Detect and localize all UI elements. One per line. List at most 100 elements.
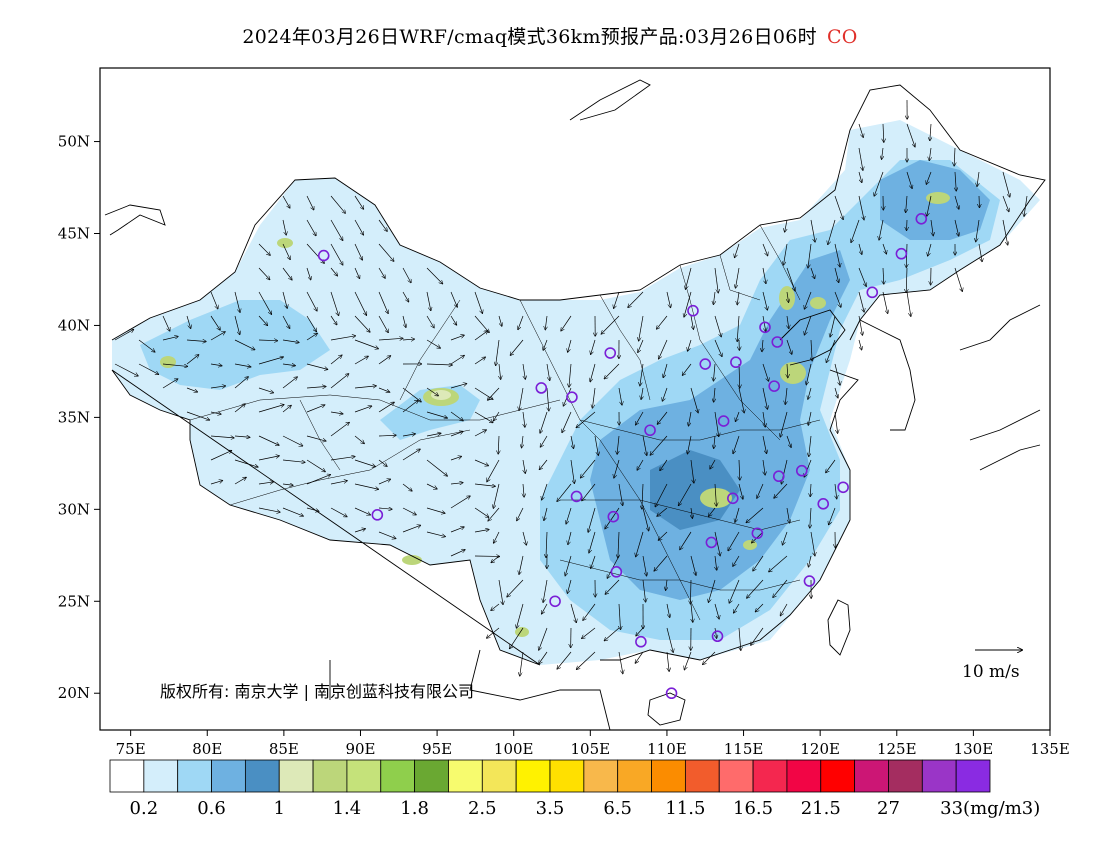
wind-arrow xyxy=(186,387,197,392)
wind-arrow xyxy=(426,315,434,328)
wind-arrow xyxy=(639,315,644,341)
wind-arrow xyxy=(487,459,500,482)
wind-arrow xyxy=(507,579,524,597)
wind-arrow xyxy=(637,459,644,470)
legend-swatch xyxy=(617,759,652,793)
title-species: CO xyxy=(826,26,858,48)
station-marker xyxy=(604,347,617,359)
wind-arrow xyxy=(494,411,500,421)
wind-arrow xyxy=(746,507,764,523)
wind-arrow xyxy=(539,651,548,664)
lat-tick-label: 25N xyxy=(58,592,90,610)
wind-arrow xyxy=(618,651,623,674)
co-hotspot-6 xyxy=(926,192,950,204)
wind-arrow xyxy=(330,412,343,414)
wind-arrow xyxy=(858,123,863,137)
legend-swatch xyxy=(888,759,923,793)
wind-arrow xyxy=(210,386,225,388)
wind-arrow xyxy=(354,386,376,389)
wind-arrow xyxy=(282,459,305,462)
wind-arrow xyxy=(522,435,523,448)
concentration-legend: 0.2 0.6 1 1.4 1.8 2.5 3.5 6.5 11.5 16.5 21.5 27 33(m… xyxy=(109,759,1040,819)
wind-arrow xyxy=(258,482,273,484)
station-marker xyxy=(566,391,578,403)
wind-arrow xyxy=(657,315,668,329)
lat-tick-label: 30N xyxy=(58,500,90,518)
legend-swatch xyxy=(109,759,145,793)
wind-arrow xyxy=(618,483,623,505)
wind-arrow xyxy=(378,219,387,231)
wind-arrow xyxy=(747,579,764,598)
legend-swatch xyxy=(515,759,551,793)
wind-arrow xyxy=(354,195,363,209)
wind-arrow xyxy=(858,267,866,286)
wind-arrow xyxy=(354,267,360,278)
wind-arrow xyxy=(282,315,290,328)
wind-arrow xyxy=(330,457,355,461)
wind-arrow xyxy=(690,579,691,604)
wind-arrow xyxy=(755,603,764,612)
station-marker xyxy=(610,566,623,578)
station-marker xyxy=(795,464,808,477)
legend-swatch xyxy=(278,759,314,793)
wind-arrow xyxy=(710,459,716,469)
wind-arrow xyxy=(282,435,303,446)
wind-arrow xyxy=(667,651,669,671)
wind-arrow xyxy=(930,123,931,141)
wind-arrow xyxy=(426,459,447,476)
station-marker xyxy=(772,470,785,483)
station-marker xyxy=(635,635,647,648)
wind-arrow xyxy=(402,483,412,491)
wind-arrow xyxy=(636,531,644,557)
wind-arrow xyxy=(830,315,836,337)
wind-arrow xyxy=(330,267,337,276)
wind-arrow xyxy=(498,435,499,454)
wind-arrow xyxy=(690,315,693,329)
wind-arrow xyxy=(544,507,548,520)
wind-arrow xyxy=(762,339,763,352)
wind-arrow xyxy=(450,411,463,421)
wind-arrow xyxy=(642,507,649,531)
wind-arrow xyxy=(402,315,406,327)
wind-arrow xyxy=(306,405,325,413)
baikal-outline xyxy=(569,79,651,121)
lat-tick-label: 35N xyxy=(58,408,90,426)
wind-arrow xyxy=(906,123,915,147)
wind-arrow xyxy=(306,475,330,485)
wind-arrow xyxy=(282,507,303,516)
wind-arrow xyxy=(828,219,836,244)
wind-arrow xyxy=(138,339,155,352)
wind-arrow xyxy=(739,363,740,388)
wind-arrow xyxy=(378,267,385,278)
wind-arrow xyxy=(426,507,445,513)
wind-arrow xyxy=(258,405,284,413)
wind-arrow xyxy=(354,315,370,332)
wind-arrow xyxy=(582,483,596,501)
wind-arrow xyxy=(570,603,576,622)
wind-arrow xyxy=(378,315,388,332)
wind-arrow xyxy=(378,459,387,466)
wind-arrow xyxy=(714,603,719,619)
wind-arrow xyxy=(234,339,255,350)
wind-arrow xyxy=(306,435,326,441)
wind-arrow xyxy=(834,291,841,307)
wind-arrow xyxy=(1024,195,1028,216)
wind-arrow xyxy=(762,387,767,409)
wind-arrow xyxy=(762,435,767,453)
wind-arrow xyxy=(426,411,447,418)
wind-arrow xyxy=(519,387,524,410)
wind-arrow xyxy=(679,483,692,506)
wind-arrow xyxy=(258,435,279,445)
wind-arrow xyxy=(808,555,812,567)
wind-arrow xyxy=(583,603,596,620)
wind-arrow xyxy=(851,219,860,242)
wind-arrow xyxy=(306,507,319,511)
wind-arrow xyxy=(882,291,888,313)
wind-arrow xyxy=(354,529,365,533)
legend-swatch xyxy=(752,759,788,793)
wind-arrow xyxy=(926,171,932,184)
wind-arrow xyxy=(604,363,620,379)
wind-arrow xyxy=(976,219,980,242)
wind-arrow xyxy=(773,579,788,597)
wind-arrow xyxy=(588,507,596,532)
